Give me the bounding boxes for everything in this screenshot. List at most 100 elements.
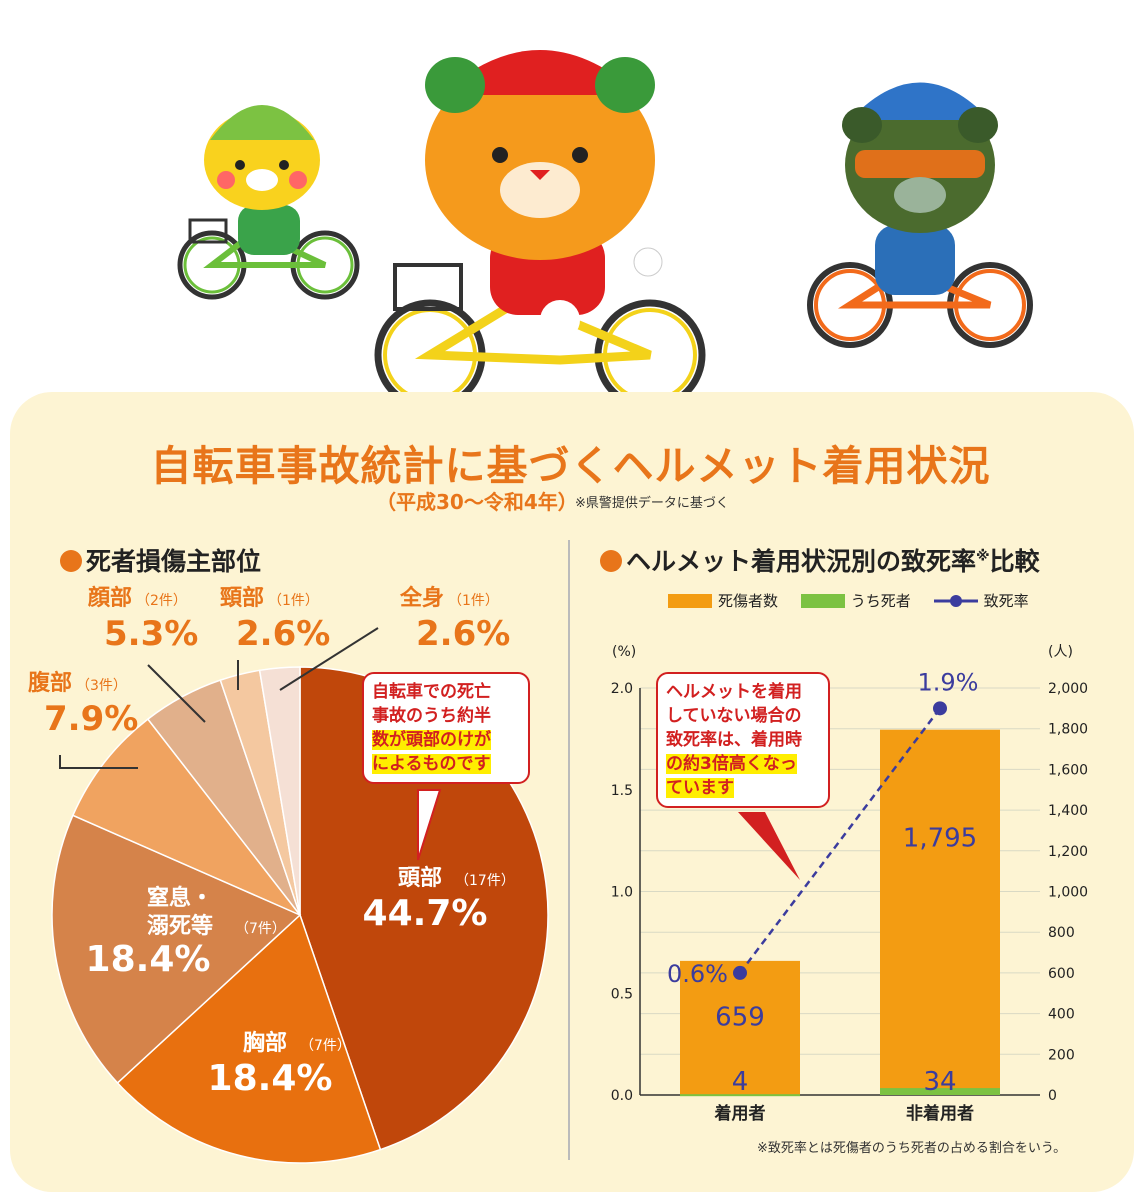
mascot-green xyxy=(807,82,1033,348)
period-subtitle: （平成30～令和4年） xyxy=(376,490,578,514)
pie-leader-line xyxy=(147,664,206,723)
right-axis-unit: (人) xyxy=(1048,644,1073,660)
right-axis-tick: 2,000 xyxy=(1048,681,1088,697)
right-axis-tick: 1,200 xyxy=(1048,844,1088,860)
rate-point-1 xyxy=(933,701,947,716)
bar-callout-line-1: ヘルメットを着用 xyxy=(666,682,802,702)
bar-callout-tail xyxy=(738,812,800,880)
legend-dead: うち死者 xyxy=(800,592,911,610)
pie-callout-tail xyxy=(417,789,442,861)
bar-callout-line-4: の約3倍高くなっ xyxy=(666,754,797,774)
pie-label-name: 胸部 xyxy=(243,1030,287,1056)
section-divider xyxy=(568,540,570,1160)
pie-slice-1 xyxy=(116,913,382,1164)
rate-point-0 xyxy=(733,965,747,980)
legend-total: 死傷者数 xyxy=(668,592,778,610)
pie-callout-line-4: によるものです xyxy=(372,754,491,774)
pie-label-0: 頭部 （17件） 44.7% xyxy=(363,865,515,934)
pie-section-title-text: 死者損傷主部位 xyxy=(86,547,262,576)
right-axis-tick: 600 xyxy=(1048,966,1075,982)
pie-label-1: 胸部 （7件） 18.4% xyxy=(208,1030,351,1099)
pie-callout: 自転車での死亡 事故のうち約半 数が頭部のけが によるものです xyxy=(362,672,530,784)
rate-line xyxy=(739,707,941,974)
right-axis-tick: 0 xyxy=(1048,1088,1057,1104)
pie-callout-line-3: 数が頭部のけが xyxy=(372,730,491,750)
pie-label-count: （1件） xyxy=(268,593,319,609)
left-axis-tick: 0.5 xyxy=(611,986,633,1002)
bar-callout: ヘルメットを着用 していない場合の 致死率は、着用時 の約3倍高くなっ ています xyxy=(656,672,830,808)
left-axis-unit: (%) xyxy=(612,644,636,660)
pie-label-2: 窒息・溺死等 （7件） 18.4% xyxy=(86,885,286,980)
pie-slice-6 xyxy=(258,666,301,916)
pie-label-name: 全身 xyxy=(399,585,444,611)
left-axis-tick: 2.0 xyxy=(611,681,633,697)
left-axis-tick: 0.0 xyxy=(611,1088,633,1104)
left-axis-tick: 1.0 xyxy=(611,885,633,901)
x-category-label: 着用者 xyxy=(714,1103,766,1124)
bullet-dot xyxy=(60,550,82,572)
right-axis-tick: 400 xyxy=(1048,1007,1075,1023)
pie-label-name: 窒息・ xyxy=(147,885,213,911)
bar-total-label: 659 xyxy=(715,1002,765,1032)
bar-callout-line-5: ています xyxy=(666,778,734,798)
pie-label-4: 顔部 （2件） 5.3% xyxy=(87,585,206,723)
pie-label-value: 44.7% xyxy=(363,893,488,934)
bar-dead-label: 4 xyxy=(732,1067,749,1097)
rate-label-0: 0.6% xyxy=(667,960,728,988)
pie-leader-line xyxy=(59,755,138,769)
mascot-orange xyxy=(374,50,706,400)
bar-total-label: 1,795 xyxy=(903,824,977,854)
right-axis-tick: 800 xyxy=(1048,925,1075,941)
pie-label-name: 頸部 xyxy=(220,585,264,611)
pie-label-value: 7.9% xyxy=(44,699,138,739)
footnote: ※致死率とは死傷者のうち死者の占める割合をいう。 xyxy=(757,1141,1067,1156)
pie-label-name: 頭部 xyxy=(398,865,442,891)
bar-section-title-tail: 比較 xyxy=(989,547,1040,576)
title-footnote-mark: ※ xyxy=(976,548,990,565)
rate-label-1: 1.9% xyxy=(918,668,979,696)
pie-label-count: （7件） xyxy=(235,921,286,937)
x-category-label: 非着用者 xyxy=(906,1103,974,1124)
bar-section-title: ヘルメット着用状況別の致死率※比較 xyxy=(600,542,1040,578)
pie-label-6: 全身 （1件） 2.6% xyxy=(279,585,510,691)
bar-total-1 xyxy=(880,729,1000,1095)
bar-section-title-text: ヘルメット着用状況別の致死率 xyxy=(626,547,977,576)
pie-label-count: （3件） xyxy=(76,678,127,694)
pie-callout-line-1: 自転車での死亡 xyxy=(372,682,491,702)
pie-label-count: （7件） xyxy=(300,1038,351,1054)
bar-dead-label: 34 xyxy=(923,1067,956,1097)
pie-label-count: （2件） xyxy=(136,593,187,609)
bar-dead-0 xyxy=(680,1094,800,1097)
pie-label-count: （17件） xyxy=(455,873,515,889)
pie-label-5: 頸部 （1件） 2.6% xyxy=(220,585,330,690)
pie-label-name: 溺死等 xyxy=(147,913,213,939)
mascot-illustration xyxy=(177,50,1033,400)
pie-label-name: 顔部 xyxy=(87,585,132,611)
right-axis-tick: 1,400 xyxy=(1048,803,1088,819)
pie-label-value: 5.3% xyxy=(104,614,198,654)
bar-callout-line-3: 致死率は、着用時 xyxy=(666,730,802,750)
right-axis-tick: 200 xyxy=(1048,1047,1075,1063)
bar-total-0 xyxy=(680,960,800,1095)
pie-label-value: 18.4% xyxy=(208,1058,333,1099)
right-axis-tick: 1,000 xyxy=(1048,885,1088,901)
pie-label-3: 腹部 （3件） 7.9% xyxy=(28,670,138,769)
pie-section-title: 死者損傷主部位 xyxy=(60,542,261,578)
bullet-dot xyxy=(600,550,622,572)
bar-legend: 死傷者数 うち死者 致死率 xyxy=(668,590,1047,611)
pie-label-count: （1件） xyxy=(448,593,499,609)
pie-label-name: 腹部 xyxy=(28,670,72,696)
pie-label-value: 2.6% xyxy=(416,614,510,654)
bar-dead-1 xyxy=(880,1088,1000,1095)
pie-label-value: 18.4% xyxy=(86,939,211,980)
bar-callout-line-2: していない場合の xyxy=(666,706,802,726)
legend-rate: 致死率 xyxy=(933,592,1029,610)
pie-callout-line-2: 事故のうち約半 xyxy=(372,706,491,726)
pie-slice-2 xyxy=(51,814,302,1084)
page-title: 自転車事故統計に基づくヘルメット着用状況 xyxy=(150,442,991,490)
mascot-yellow xyxy=(177,105,360,300)
source-note: ※県警提供データに基づく xyxy=(575,496,729,511)
